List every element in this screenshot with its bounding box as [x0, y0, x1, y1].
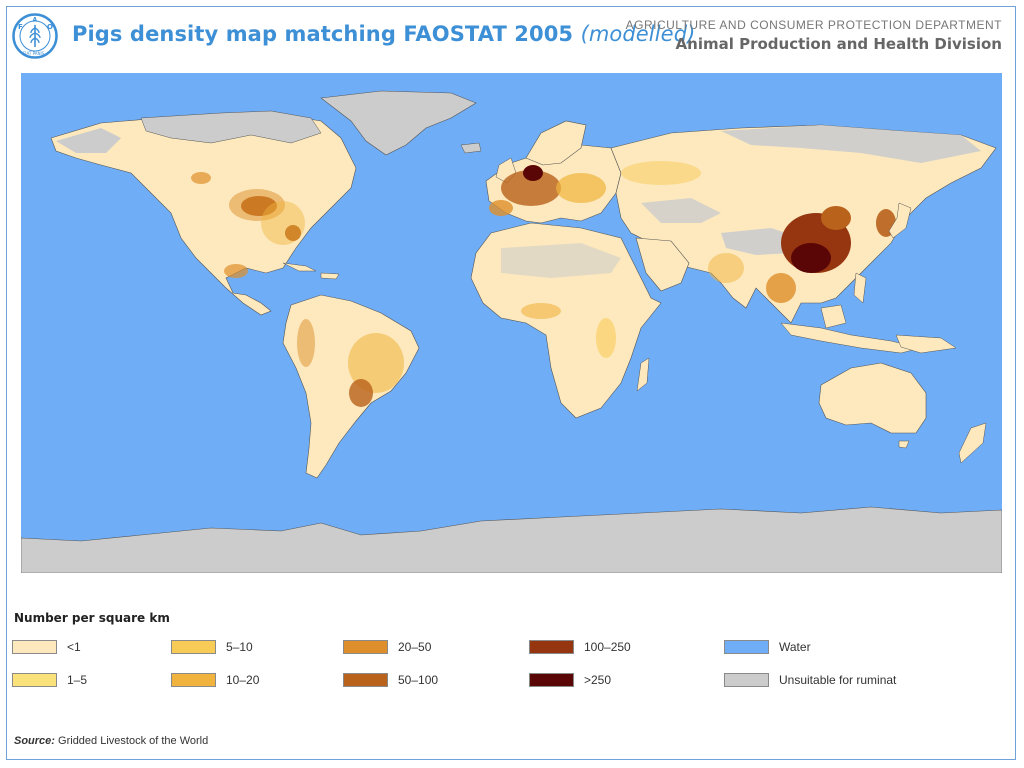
legend-item-lt1: <1 [12, 640, 81, 654]
fao-logo: F A O FIAT PANIS [12, 13, 58, 59]
legend-label: Unsuitable for ruminat [779, 673, 897, 687]
cuba [282, 262, 317, 272]
division-name: Animal Production and Health Division [675, 35, 1002, 53]
siberia-unsuitable [721, 125, 981, 163]
world-map [21, 73, 1002, 573]
legend-swatch [171, 640, 216, 654]
west-africa-density [521, 303, 561, 319]
legend-label: 100–250 [584, 640, 631, 654]
legend-label: 10–20 [226, 673, 260, 687]
central-asia-unsuitable [641, 198, 721, 223]
legend-swatch [724, 673, 769, 687]
legend-swatch [12, 673, 57, 687]
us-midwest-density [229, 189, 285, 221]
russia-density [621, 161, 701, 185]
madagascar [636, 357, 650, 392]
east-europe-density [556, 173, 606, 203]
tibet-unsuitable [721, 228, 801, 255]
canada-arctic [140, 110, 322, 144]
philippines [853, 272, 867, 304]
source-label: Source: [14, 735, 55, 747]
indonesia [780, 322, 922, 354]
legend-swatch [171, 673, 216, 687]
iceland [460, 142, 482, 154]
legend-item-10-20: 10–20 [171, 673, 259, 687]
hispaniola [320, 272, 340, 280]
svg-text:FIAT PANIS: FIAT PANIS [23, 51, 45, 56]
legend-swatch [343, 640, 388, 654]
map-title: Pigs density map matching FAOSTAT 2005 (… [72, 22, 695, 46]
arabian-peninsula [635, 237, 690, 292]
canada-east-density [191, 172, 211, 184]
alaska-tundra [56, 128, 121, 153]
map-frame [6, 6, 1016, 760]
north-america [50, 112, 357, 316]
mexico-density [224, 264, 248, 278]
denmark-netherlands-density [523, 165, 543, 181]
title-main: Pigs density map matching FAOSTAT 2005 [72, 22, 574, 46]
legend-item-unsuitable: Unsuitable for ruminat [724, 673, 896, 687]
andes-density [297, 319, 315, 367]
us-carolina-density [285, 225, 301, 241]
legend-label: >250 [584, 673, 612, 687]
department-block: AGRICULTURE AND CONSUMER PROTECTION DEPA… [626, 18, 1002, 53]
title-subtitle: (modelled) [580, 22, 696, 46]
legend-swatch [529, 640, 574, 654]
department-name: AGRICULTURE AND CONSUMER PROTECTION DEPA… [625, 18, 1002, 32]
legend-label: 1–5 [67, 673, 88, 687]
legend-item-20-50: 20–50 [343, 640, 431, 654]
legend-swatch [529, 673, 574, 687]
legend-label: Water [779, 640, 811, 654]
source-text: Gridded Livestock of the World [54, 735, 209, 747]
legend-item-5-10: 5–10 [171, 640, 253, 654]
borneo [820, 304, 847, 329]
svg-text:A: A [33, 17, 38, 24]
spain-density [489, 200, 513, 216]
new-zealand [958, 422, 987, 464]
legend-item-gt250: >250 [529, 673, 611, 687]
legend-title: Number per square km [14, 611, 170, 625]
china-north-density [821, 206, 851, 230]
legend-label: <1 [67, 640, 81, 654]
brazil-south-density [349, 379, 373, 407]
legend-label: 5–10 [226, 640, 253, 654]
svg-text:O: O [47, 23, 53, 31]
legend-swatch [343, 673, 388, 687]
legend-label: 50–100 [398, 673, 439, 687]
japan [888, 202, 912, 239]
greenland [320, 90, 477, 156]
legend-item-1-5: 1–5 [12, 673, 87, 687]
antarctica [21, 506, 1002, 573]
legend-item-50-100: 50–100 [343, 673, 438, 687]
legend-item-water: Water [724, 640, 811, 654]
brazil-density [348, 333, 404, 393]
legend-label: 20–50 [398, 640, 432, 654]
legend-item-100-250: 100–250 [529, 640, 631, 654]
legend-swatch [12, 640, 57, 654]
new-guinea [895, 334, 957, 354]
west-europe-density [501, 170, 561, 206]
china-south-density [791, 243, 831, 273]
southeast-asia-density [766, 273, 796, 303]
india-density [708, 253, 744, 283]
scandinavia [525, 120, 587, 166]
us-east-density [261, 201, 305, 245]
source-note: Source: Gridded Livestock of the World [14, 735, 208, 747]
sahara-unsuitable [501, 243, 621, 278]
svg-text:F: F [18, 23, 23, 31]
australia [818, 362, 927, 434]
legend-swatch [724, 640, 769, 654]
tasmania [898, 440, 910, 449]
east-africa-density [596, 318, 616, 358]
